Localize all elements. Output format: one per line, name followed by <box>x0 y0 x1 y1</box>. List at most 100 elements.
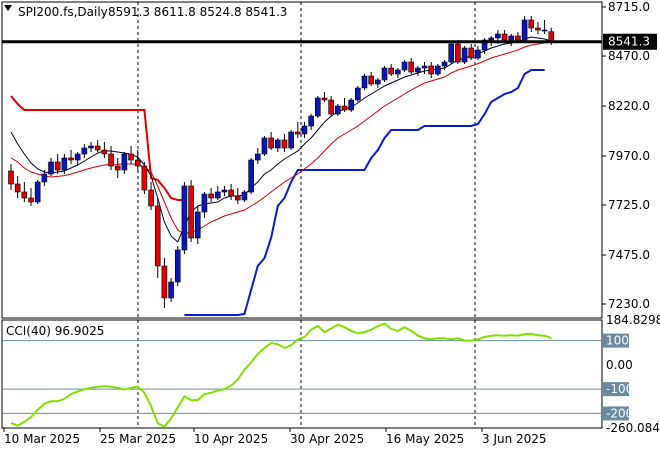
candle <box>528 16 535 32</box>
candle <box>501 30 508 42</box>
candle <box>168 278 174 302</box>
price-panel-frame <box>1 1 603 319</box>
candle-body <box>441 61 448 67</box>
price-tick-label: 7970.0 <box>608 149 650 163</box>
candle-body <box>134 159 141 167</box>
candle-body <box>214 191 221 199</box>
candle-body <box>301 125 308 135</box>
candle <box>234 188 241 204</box>
candle-body <box>428 65 435 75</box>
cci-level-tag <box>603 382 629 397</box>
candle-body <box>288 131 294 149</box>
moving-average-lines <box>10 36 552 243</box>
cci-tick-label: -100 <box>606 382 633 396</box>
candle-body <box>14 183 21 193</box>
collapse-triangle-icon[interactable] <box>4 5 12 11</box>
candle <box>28 188 34 206</box>
candle <box>54 154 61 174</box>
price-tick-label: 8220.0 <box>608 99 650 113</box>
time-tick-label: 25 Mar 2025 <box>100 432 176 446</box>
candle <box>208 188 214 202</box>
candle-body <box>395 69 401 75</box>
candle <box>134 150 141 170</box>
candle-body <box>221 189 228 193</box>
candle-body <box>181 185 188 251</box>
candle <box>88 142 94 152</box>
candle <box>254 148 261 164</box>
candle <box>34 180 41 204</box>
time-tick-label: 16 May 2025 <box>386 432 464 446</box>
candle <box>8 164 14 190</box>
candle <box>181 182 188 254</box>
candle-body <box>8 170 14 185</box>
candle-body <box>21 191 28 199</box>
cci-tick-label: -200 <box>606 406 633 420</box>
candle-body <box>101 149 108 155</box>
candle <box>541 20 548 34</box>
candle-body <box>148 189 154 207</box>
cci-tick-label: -260.0844 <box>606 421 660 435</box>
candle-body <box>515 35 521 41</box>
candle-body <box>88 145 94 149</box>
candle-body <box>54 161 61 171</box>
candle-body <box>108 153 114 167</box>
candle <box>468 44 475 60</box>
candle <box>14 176 21 198</box>
candle <box>388 64 394 76</box>
candle-body <box>461 47 468 63</box>
cci-line <box>10 322 552 429</box>
candle-body <box>94 145 101 151</box>
candle <box>101 142 108 158</box>
candle <box>401 60 408 72</box>
cci-label: CCI(40) 96.9025 <box>6 324 104 338</box>
candle-body <box>348 99 354 111</box>
trailing-stop-lines <box>10 69 545 316</box>
candle-body <box>361 75 368 89</box>
candle <box>341 98 348 112</box>
candle <box>81 144 88 158</box>
candle-body <box>68 157 74 161</box>
candle <box>288 130 294 150</box>
candle <box>355 86 361 102</box>
candle <box>274 138 281 152</box>
candle <box>455 40 461 64</box>
candle-body <box>61 157 68 171</box>
candle <box>328 96 334 116</box>
cci-tick-label: 184.8298 <box>606 313 660 327</box>
candle-body <box>435 65 441 75</box>
candle-body <box>548 31 555 43</box>
candle <box>361 74 368 90</box>
candle <box>421 62 428 74</box>
candle-body <box>475 49 481 59</box>
candle <box>508 34 515 46</box>
candle-body <box>375 79 381 85</box>
candle <box>375 78 381 88</box>
candle <box>154 198 161 278</box>
time-tick-label: 10 Apr 2025 <box>194 432 268 446</box>
candle-body <box>308 115 314 127</box>
candle-body <box>401 61 408 71</box>
cci-level-tag <box>603 333 629 348</box>
candle-body <box>335 105 341 115</box>
candle <box>448 42 455 64</box>
candle <box>241 190 248 202</box>
candle <box>248 158 254 194</box>
ohlc-values: 8591.3 8611.8 8524.8 8541.3 <box>108 5 287 19</box>
candle <box>441 60 448 70</box>
candle-body <box>421 65 428 69</box>
stop-down-line <box>10 95 185 201</box>
candle-body <box>48 161 54 175</box>
candle-body <box>261 137 268 155</box>
candle <box>381 66 388 82</box>
candle <box>368 72 374 86</box>
candle-body <box>168 281 174 299</box>
candlestick-series <box>8 16 555 308</box>
candle <box>214 186 221 200</box>
candle-body <box>535 27 541 31</box>
candle <box>475 46 481 60</box>
candle <box>395 68 401 78</box>
candle-body <box>41 173 48 183</box>
candle-body <box>295 131 301 135</box>
candle-body <box>208 193 214 199</box>
candle <box>348 98 354 112</box>
